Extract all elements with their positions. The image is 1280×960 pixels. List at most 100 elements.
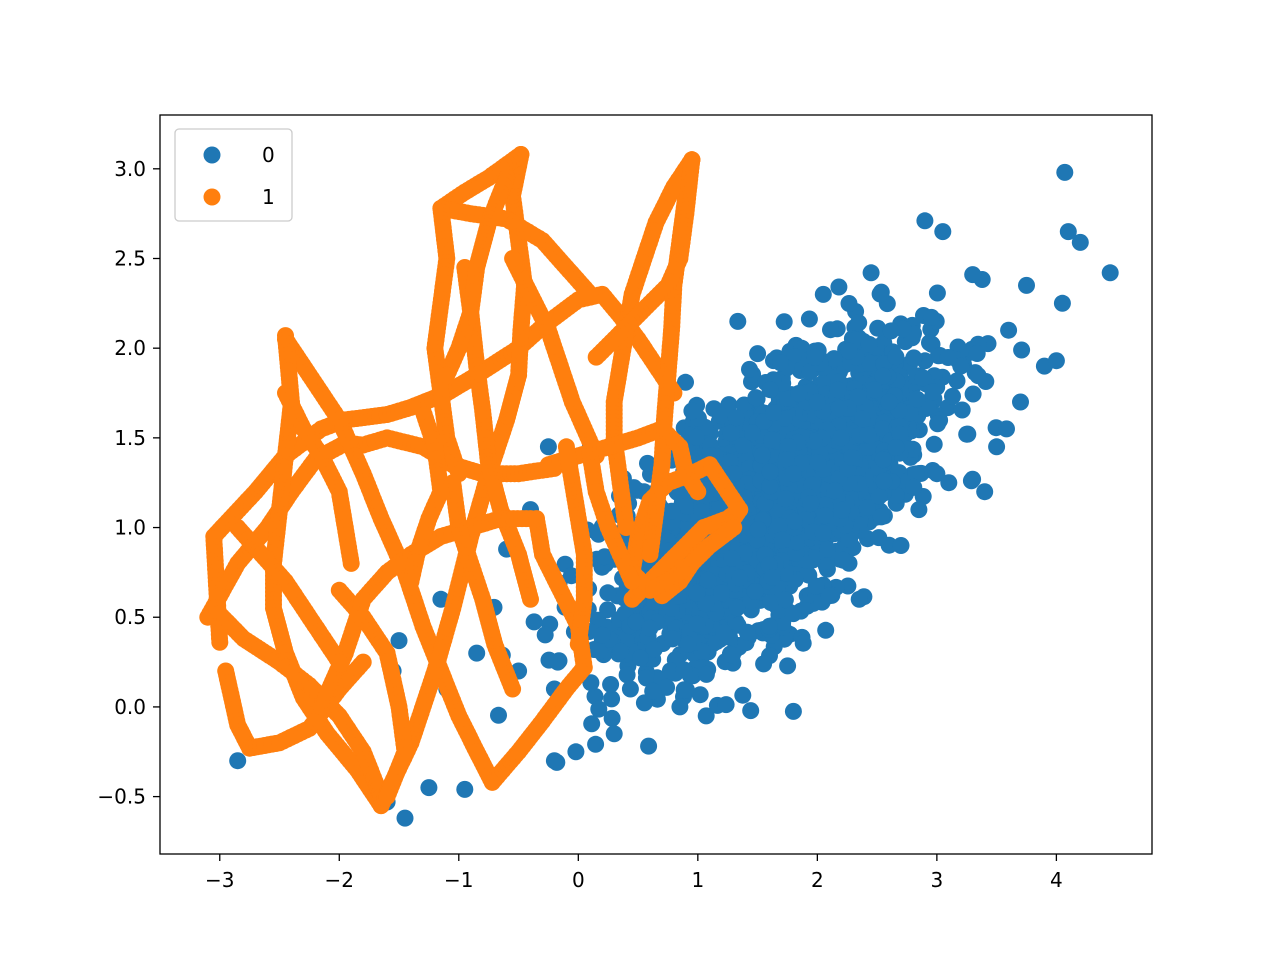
series-0-point	[849, 388, 867, 406]
series-0-point	[687, 428, 705, 446]
series-0-point	[772, 354, 789, 372]
series-0-point	[536, 626, 554, 644]
series-1-point	[354, 653, 372, 671]
series-0-point	[734, 686, 752, 704]
series-0-point	[605, 725, 623, 743]
series-1-point	[557, 438, 575, 456]
series-0-point	[1071, 233, 1089, 251]
series-0-point	[722, 424, 740, 442]
series-0-point	[658, 678, 676, 696]
series-0-point	[738, 623, 756, 641]
series-0-point	[800, 310, 818, 328]
series-0-point	[699, 571, 717, 589]
series-0-point	[880, 393, 898, 411]
series-0-point	[866, 381, 883, 399]
series-0-point	[905, 478, 923, 496]
series-0-point	[432, 590, 450, 608]
series-0-point	[964, 385, 982, 403]
series-0-point	[723, 646, 741, 664]
series-0-point	[806, 348, 824, 366]
series-0-point	[744, 424, 761, 442]
series-0-point	[525, 613, 543, 631]
series-layer	[199, 146, 1119, 827]
series-0-point	[715, 624, 733, 641]
series-0-point	[814, 524, 832, 542]
series-0-point	[925, 435, 943, 453]
series-0-point	[723, 549, 741, 567]
series-0-point	[843, 449, 861, 466]
series-0-point	[749, 345, 767, 363]
series-1-point	[581, 285, 599, 303]
series-0-point	[964, 470, 982, 488]
series-0-point	[1012, 393, 1029, 411]
series-0-point	[1047, 352, 1065, 370]
series-0-point	[1101, 264, 1119, 282]
series-0-point	[717, 696, 735, 714]
series-1-point	[641, 546, 659, 563]
y-tick-label: 2.0	[114, 336, 146, 360]
series-0-point	[761, 463, 779, 481]
series-0-point	[697, 707, 715, 725]
series-0-point	[862, 264, 880, 282]
series-0-point	[639, 454, 656, 472]
x-tick-label: −2	[325, 868, 354, 892]
series-0-point	[640, 737, 658, 755]
series-1-point	[528, 510, 545, 528]
series-0-point	[697, 665, 715, 683]
series-1	[199, 146, 749, 815]
series-0-point	[587, 735, 605, 753]
series-0-point	[539, 438, 557, 456]
series-0-point	[763, 568, 781, 586]
series-0-point	[728, 599, 746, 617]
series-0-point	[816, 507, 834, 525]
series-1-point	[522, 590, 539, 608]
series-0-point	[809, 454, 827, 472]
series-1-point	[330, 653, 348, 671]
series-0-point	[590, 700, 608, 718]
series-0-point	[907, 465, 925, 483]
y-axis: −0.50.00.51.01.52.02.53.0	[97, 157, 160, 809]
series-1-point	[438, 366, 456, 384]
series-0-point	[870, 529, 888, 547]
series-0-point	[1059, 223, 1077, 241]
series-0-point	[807, 577, 825, 595]
series-0-point	[832, 429, 850, 447]
x-tick-label: 1	[691, 868, 704, 892]
series-0-point	[968, 345, 986, 362]
series-0-point	[882, 322, 900, 340]
series-0-point	[545, 752, 563, 770]
series-0-point	[817, 621, 835, 639]
series-0-point	[679, 635, 697, 653]
series-0-point	[663, 502, 681, 520]
series-0-point	[456, 780, 474, 798]
series-0-point	[678, 681, 695, 699]
series-0-point	[874, 420, 892, 438]
series-0-point	[887, 487, 905, 504]
series-0-point	[814, 285, 832, 303]
series-0-point	[940, 474, 958, 492]
y-tick-label: 1.5	[114, 426, 146, 450]
series-0-point	[964, 266, 982, 284]
series-0-point	[929, 415, 947, 433]
series-0-point	[677, 373, 694, 391]
series-0-point	[779, 438, 797, 455]
series-0-point	[229, 752, 247, 770]
series-0-point	[830, 278, 848, 296]
series-0-point	[1053, 294, 1071, 312]
series-0-point	[948, 372, 966, 390]
series-0-point	[582, 674, 600, 692]
series-0-point	[870, 487, 888, 505]
series-0-point	[770, 517, 788, 535]
series-0-point	[688, 584, 706, 602]
series-0-point	[599, 584, 617, 602]
series-0-point	[790, 385, 808, 402]
y-tick-label: 1.0	[114, 516, 146, 540]
series-0-point	[763, 431, 781, 449]
series-0-point	[602, 676, 620, 693]
series-0-point	[734, 437, 752, 454]
x-tick-label: 3	[931, 868, 944, 892]
series-0-point	[747, 389, 765, 407]
series-0-point	[784, 702, 802, 720]
series-0-point	[861, 354, 879, 372]
